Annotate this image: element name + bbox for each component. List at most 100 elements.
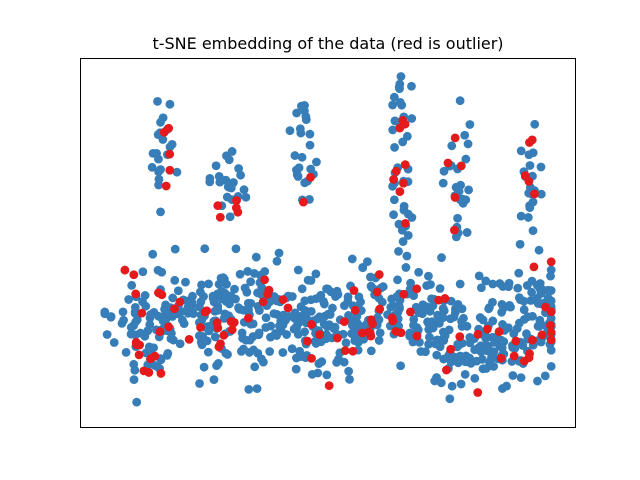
outlier-point (482, 324, 492, 334)
inlier-point (460, 369, 470, 379)
outlier-point (161, 181, 171, 191)
outlier-point (389, 175, 398, 184)
inlier-point (495, 279, 505, 288)
outlier-point (216, 339, 225, 349)
outlier-point (332, 333, 342, 343)
outlier-point (339, 317, 349, 327)
outlier-point (164, 123, 174, 133)
inlier-point (461, 351, 471, 361)
inlier-point (484, 304, 494, 314)
outlier-point (233, 207, 243, 217)
inlier-point (246, 277, 256, 287)
inlier-point (147, 162, 157, 172)
inlier-point (488, 279, 498, 289)
inlier-point (343, 296, 353, 306)
inlier-point (523, 312, 533, 322)
inlier-point (322, 284, 331, 294)
inlier-point (457, 304, 467, 314)
inlier-point (296, 352, 306, 361)
inlier-point (455, 96, 465, 106)
inlier-point (455, 279, 465, 289)
inlier-point (366, 346, 376, 356)
inlier-point (219, 274, 229, 284)
inlier-point (478, 364, 488, 374)
inlier-point (403, 231, 413, 240)
inlier-point (287, 344, 297, 354)
inlier-point (527, 276, 537, 286)
inlier-point (244, 305, 253, 315)
inlier-point (535, 279, 545, 288)
inlier-point (187, 300, 197, 310)
inlier-point (402, 251, 412, 261)
outlier-point (131, 289, 141, 299)
inlier-point (313, 368, 323, 378)
outlier-point (202, 306, 212, 316)
inlier-point (425, 332, 434, 342)
inlier-point (224, 155, 234, 165)
outlier-point (527, 135, 537, 145)
inlier-point (378, 282, 388, 292)
inlier-point (393, 275, 402, 285)
inlier-point (296, 128, 306, 138)
inlier-point (272, 256, 282, 266)
inlier-point (170, 244, 180, 254)
outlier-point (350, 305, 360, 315)
inlier-point (396, 361, 406, 371)
inlier-point (156, 207, 165, 217)
inlier-point (168, 293, 178, 303)
inlier-point (430, 339, 440, 349)
inlier-point (291, 364, 301, 374)
inlier-point (546, 313, 556, 323)
inlier-point (374, 336, 384, 345)
inlier-point (405, 328, 415, 338)
inlier-point (210, 306, 220, 316)
outlier-point (357, 328, 367, 338)
points-layer (100, 72, 556, 407)
inlier-point (474, 344, 484, 354)
inlier-point (316, 337, 326, 347)
outlier-point (278, 295, 288, 305)
inlier-point (439, 166, 449, 176)
inlier-point (269, 309, 279, 319)
inlier-point (453, 213, 462, 223)
inlier-point (227, 147, 237, 156)
inlier-point (236, 170, 246, 180)
inlier-point (527, 287, 537, 297)
inlier-point (260, 267, 270, 276)
outlier-point (137, 308, 147, 318)
outlier-point (372, 287, 382, 297)
inlier-point (489, 347, 499, 357)
outlier-point (129, 270, 139, 280)
inlier-point (437, 253, 446, 262)
inlier-point (460, 130, 470, 140)
plot-frame (80, 58, 576, 428)
inlier-point (154, 167, 163, 177)
inlier-point (488, 297, 497, 307)
inlier-point (277, 312, 287, 322)
inlier-point (156, 117, 165, 127)
inlier-point (203, 347, 213, 357)
inlier-point (497, 307, 506, 317)
inlier-point (498, 336, 508, 346)
outlier-point (529, 262, 539, 272)
inlier-point (102, 330, 112, 339)
inlier-point (154, 311, 163, 321)
inlier-point (293, 265, 303, 275)
inlier-point (225, 212, 235, 222)
outlier-point (165, 149, 175, 159)
inlier-point (231, 244, 241, 254)
inlier-point (540, 371, 550, 381)
inlier-point (129, 375, 139, 384)
inlier-point (401, 263, 411, 272)
inlier-point (422, 281, 432, 290)
outlier-point (299, 197, 308, 207)
inlier-point (153, 97, 162, 106)
outlier-point (340, 346, 350, 356)
inlier-point (292, 108, 302, 118)
outlier-point (283, 303, 293, 313)
outlier-point (349, 286, 359, 295)
outlier-point (157, 290, 167, 300)
inlier-point (470, 373, 480, 383)
